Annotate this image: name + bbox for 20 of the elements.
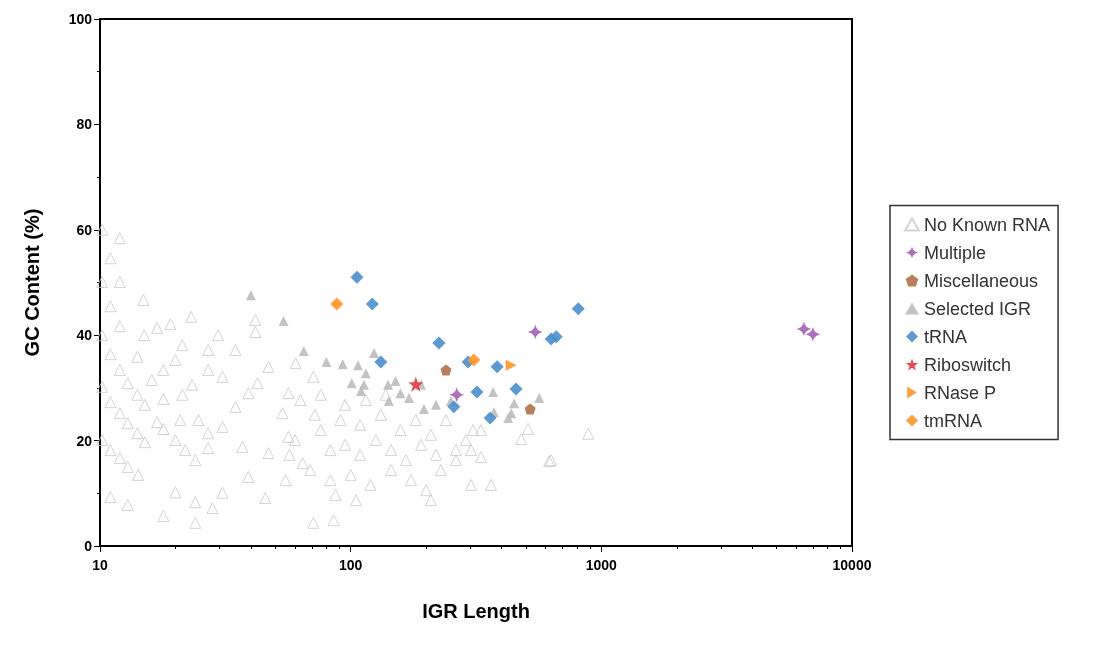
legend-label: Multiple — [924, 242, 987, 263]
legend-label: RNase P — [924, 382, 997, 403]
x-axis-title: IGR Length — [422, 600, 530, 622]
y-tick-label: 40 — [76, 327, 93, 344]
y-tick-label: 60 — [76, 221, 93, 238]
legend-label: Riboswitch — [924, 354, 1012, 375]
legend-label: tRNA — [924, 326, 968, 347]
y-tick-label: 20 — [76, 432, 93, 449]
x-tick-label: 100 — [338, 557, 363, 573]
x-tick-label: 10 — [92, 557, 108, 573]
y-tick-label: 0 — [84, 538, 93, 554]
y-axis-title: GC Content (%) — [21, 208, 43, 357]
legend-label: Selected IGR — [924, 298, 1032, 319]
y-tick-label: 80 — [76, 116, 93, 133]
legend-label: No Known RNA — [924, 214, 1051, 235]
y-tick-label: 100 — [68, 11, 93, 27]
legend-label: tmRNA — [924, 410, 982, 431]
x-tick-label: 1000 — [585, 557, 618, 573]
x-tick-label: 10000 — [832, 557, 872, 573]
legend-label: Miscellaneous — [924, 270, 1039, 291]
